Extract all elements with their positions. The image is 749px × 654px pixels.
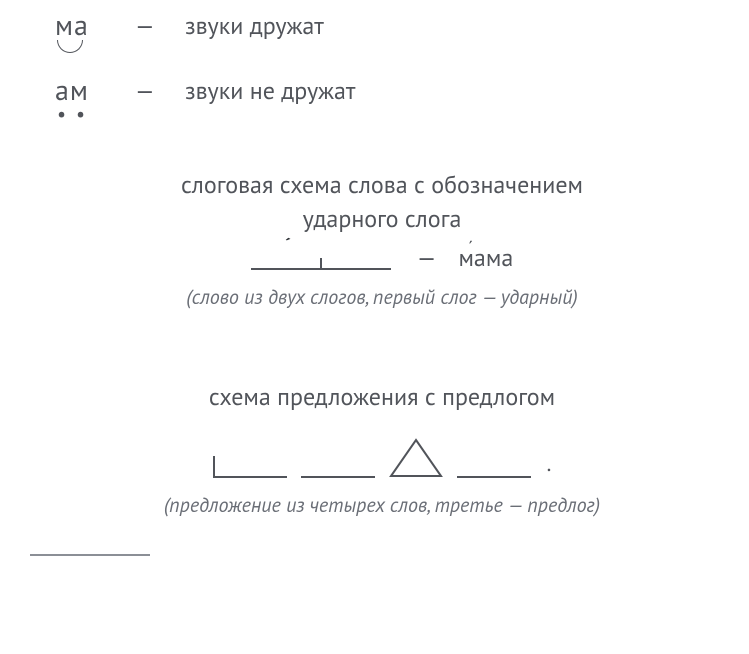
sentence-period: . [545,450,552,478]
syllable-symbol-friends: ма [55,10,135,53]
word-capital [213,476,287,478]
word-plain [457,476,531,478]
dash: — [399,246,451,270]
syllable-symbol-not-friends: ам •• [55,75,135,120]
friends-label: звуки дружат [185,10,324,42]
title-line2: ударного слога [303,203,462,234]
stress-accent-icon: ˊ [275,232,293,260]
friends-row: ма — звуки дружат [55,10,709,53]
not-friends-row: ам •• — звуки не дружат [55,75,709,120]
preposition-triangle-icon [389,438,443,478]
syllable-schema-section: слоговая схема слова с обозначением удар… [55,168,709,310]
title-line1: слоговая схема слова с обозначением [181,169,583,200]
syllable-diagram: ˊ — ́ мама [55,246,709,270]
dash: — [135,10,185,42]
sentence-caption: (предложение из четырех слов, третье — п… [55,492,709,518]
word-plain [301,476,375,478]
footer-rule [30,554,150,556]
section-title: слоговая схема слова с обозначением удар… [55,168,709,236]
sentence-diagram: . [55,438,709,478]
syllable-segment-2 [321,268,391,270]
syllable-text: ма [55,10,135,40]
example-word: ́ мама [458,246,513,270]
section-title: схема предложения с предлогом [55,380,709,414]
example-text: мама [458,242,513,273]
not-friends-label: звуки не дружат [185,75,355,107]
sentence-schema-section: схема предложения с предлогом . (предлож… [55,380,709,518]
page: ма — звуки дружат ам •• — звуки не дружа… [0,0,749,556]
syllable-segment-1: ˊ [251,268,321,270]
dots-icon: •• [57,108,135,120]
dash: — [135,75,185,107]
syllable-caption: (слово из двух слогов, первый слог — уда… [55,284,709,310]
